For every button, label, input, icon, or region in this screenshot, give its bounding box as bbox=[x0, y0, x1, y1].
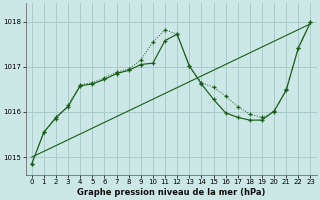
X-axis label: Graphe pression niveau de la mer (hPa): Graphe pression niveau de la mer (hPa) bbox=[77, 188, 265, 197]
